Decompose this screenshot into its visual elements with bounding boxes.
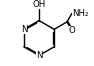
Text: N: N — [36, 51, 42, 60]
Text: O: O — [69, 26, 76, 35]
Text: NH₂: NH₂ — [72, 9, 88, 18]
Text: N: N — [21, 25, 27, 34]
Text: OH: OH — [32, 0, 46, 9]
